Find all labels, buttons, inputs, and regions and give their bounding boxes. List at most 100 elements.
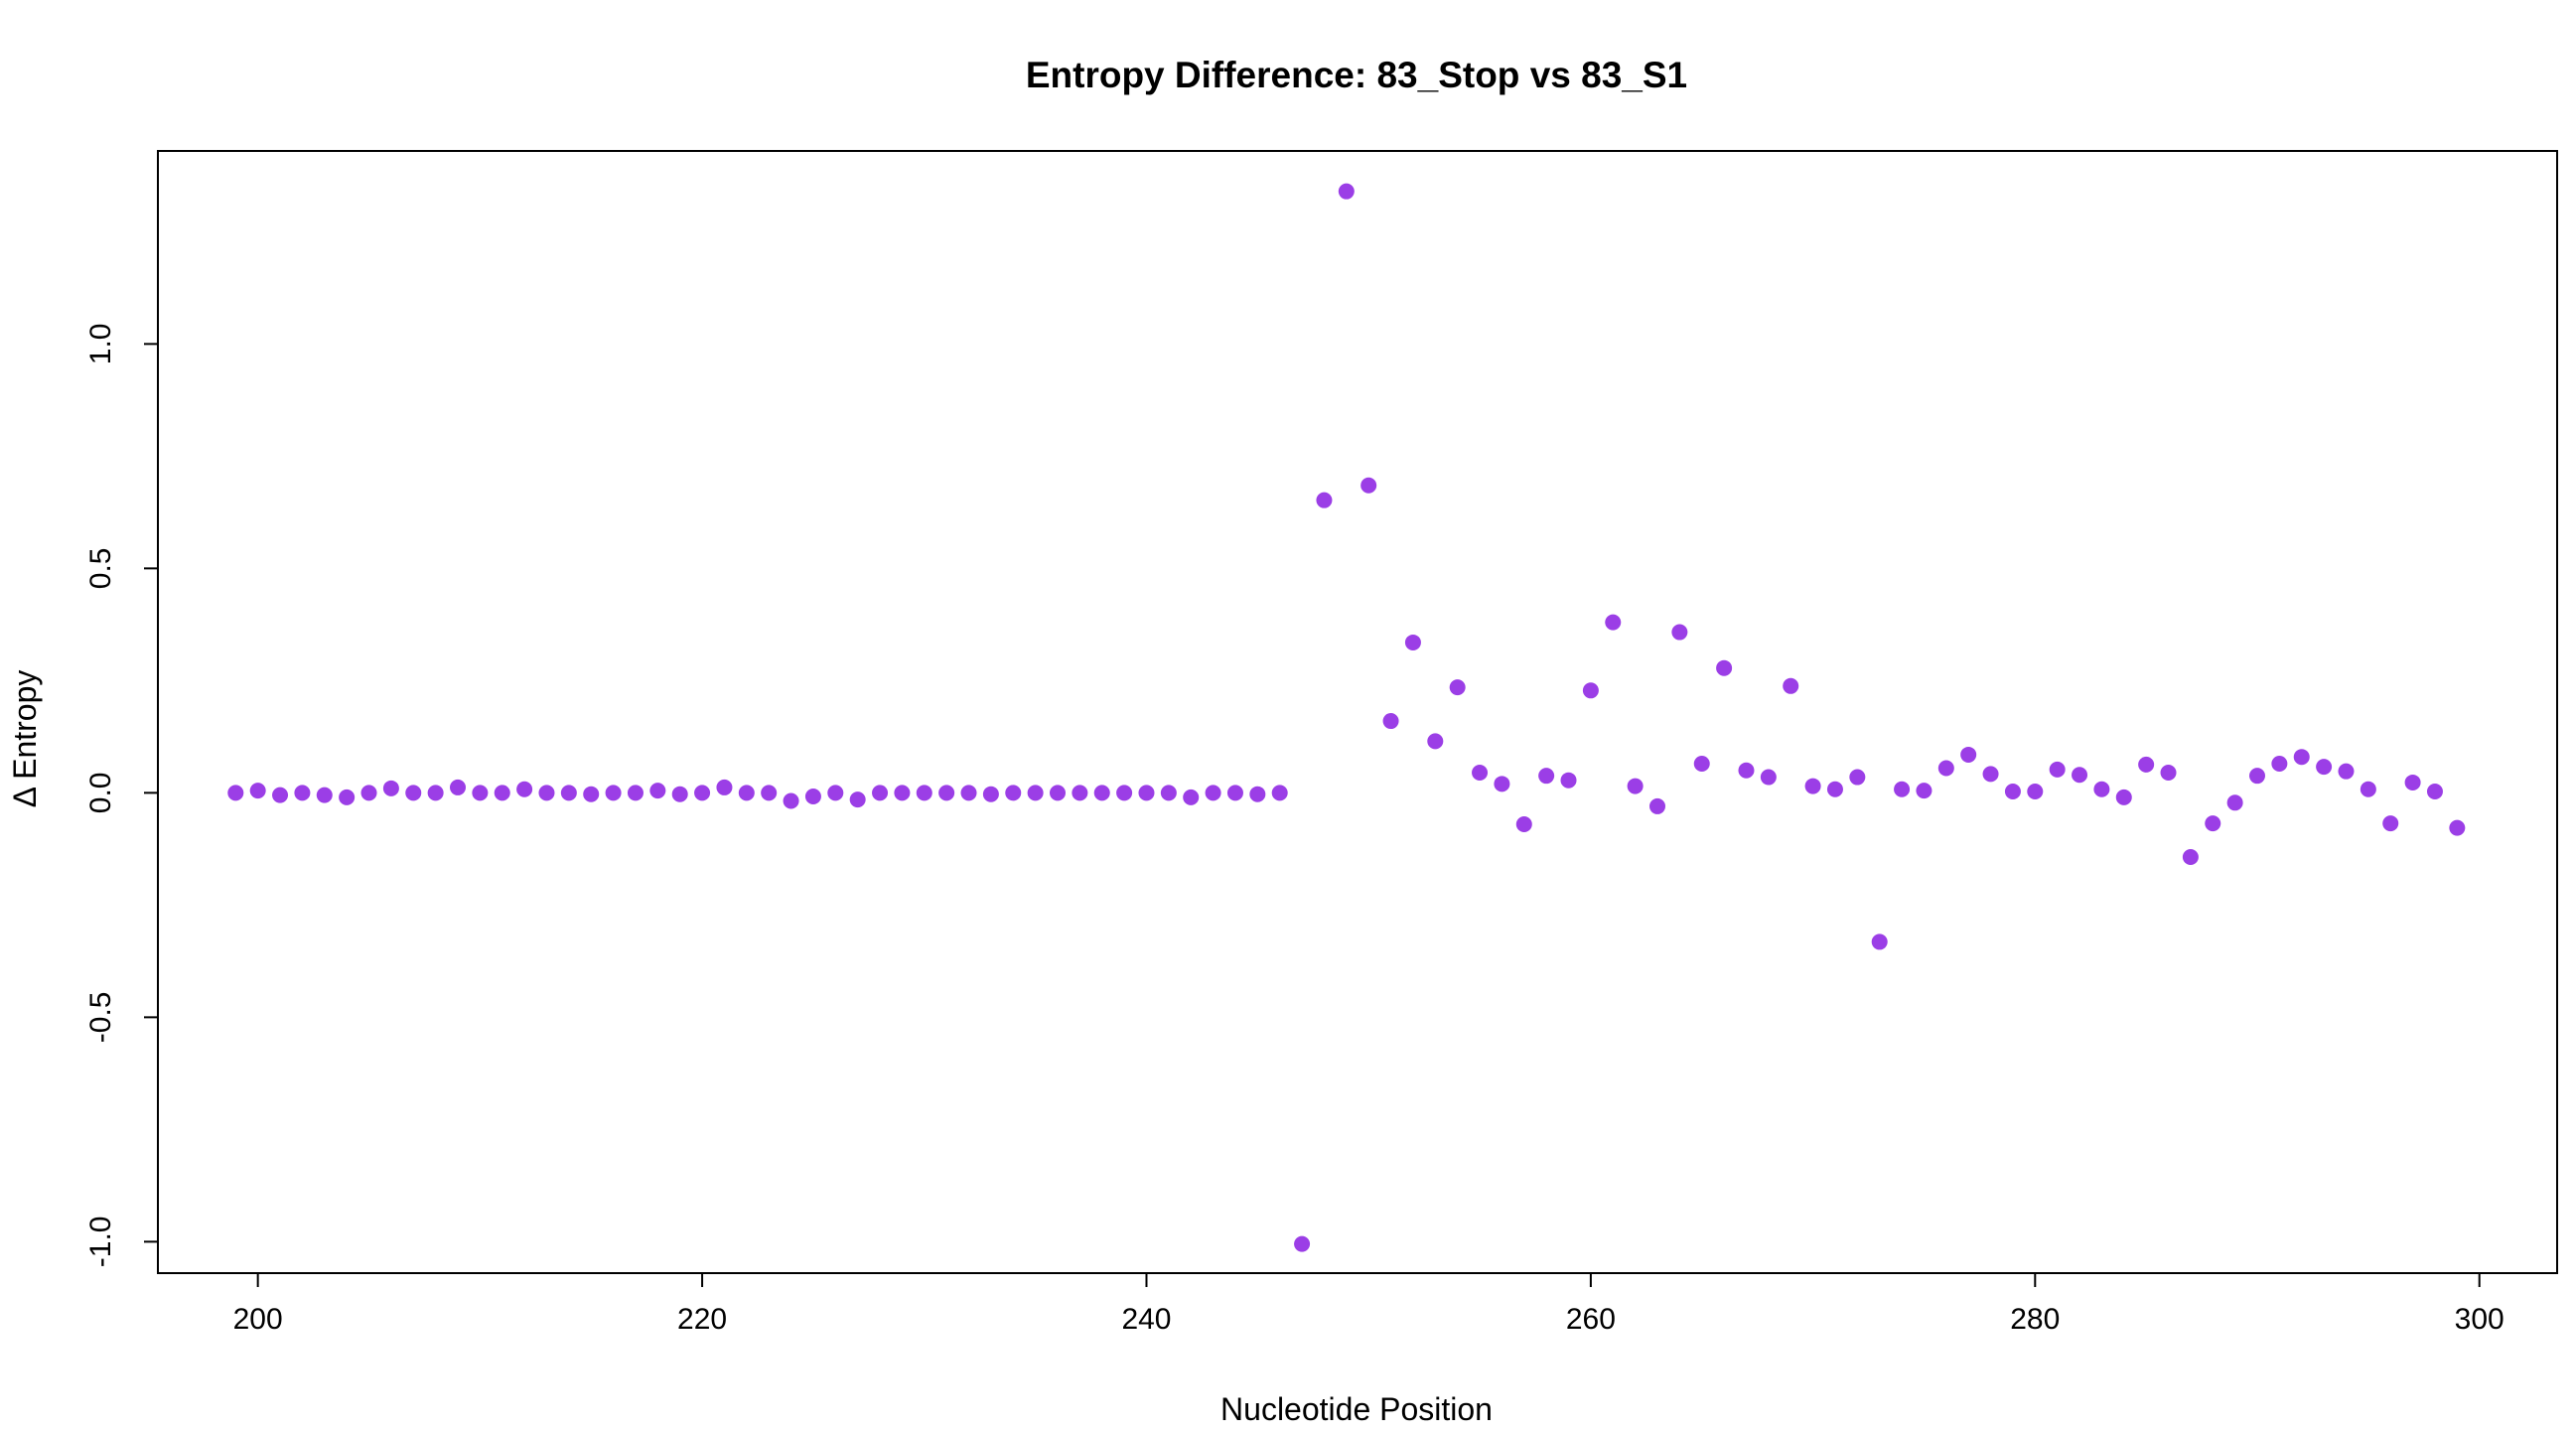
data-point: [1960, 746, 1977, 763]
x-tick-label: 240: [1121, 1303, 1171, 1336]
data-point: [2271, 755, 2288, 772]
data-point: [1871, 933, 1888, 950]
x-tick-label: 200: [233, 1303, 283, 1336]
data-points: [227, 183, 2466, 1252]
x-axis-label: Nucleotide Position: [1220, 1391, 1493, 1427]
data-point: [339, 789, 356, 805]
data-point: [2093, 781, 2110, 797]
x-tick-label: 220: [677, 1303, 727, 1336]
data-point: [849, 791, 866, 808]
data-point: [2027, 784, 2044, 800]
data-point: [716, 779, 733, 795]
y-axis-label: Δ Entropy: [7, 670, 43, 808]
data-point: [1427, 733, 1444, 750]
data-point: [2249, 768, 2265, 785]
data-point: [494, 785, 510, 801]
data-point: [249, 783, 266, 799]
data-point: [2293, 749, 2310, 766]
data-point: [1538, 768, 1555, 785]
data-point: [1982, 766, 1999, 783]
data-point: [2316, 759, 2333, 776]
data-point: [450, 779, 466, 795]
data-point: [472, 785, 489, 801]
data-point: [2338, 763, 2355, 780]
data-point: [1050, 785, 1066, 801]
data-point: [1494, 776, 1510, 792]
data-point: [2072, 767, 2088, 784]
data-point: [2382, 815, 2399, 832]
data-point: [894, 785, 911, 801]
data-point: [649, 783, 666, 799]
data-point: [294, 785, 311, 801]
data-point: [2360, 781, 2376, 797]
y-axis: -1.0 -0.5 0.0 0.5 1.0: [84, 324, 159, 1268]
data-point: [1582, 682, 1599, 699]
data-point: [2138, 756, 2155, 773]
data-point: [761, 785, 778, 801]
y-tick-label: -0.5: [84, 992, 117, 1044]
data-point: [2182, 848, 2199, 865]
data-point: [1760, 769, 1777, 786]
data-point: [1005, 785, 1022, 801]
y-tick-label: 0.5: [84, 548, 117, 590]
data-point: [1783, 677, 1799, 694]
data-point: [1271, 785, 1288, 801]
data-point: [1027, 785, 1044, 801]
data-point: [272, 787, 289, 803]
y-tick-label: 0.0: [84, 773, 117, 814]
data-point: [2404, 774, 2421, 790]
x-tick-label: 260: [1566, 1303, 1616, 1336]
data-point: [1183, 789, 1200, 805]
data-point: [1093, 785, 1110, 801]
data-point: [1826, 781, 1843, 797]
data-point: [360, 785, 377, 801]
data-point: [671, 786, 688, 802]
data-point: [872, 785, 889, 801]
data-point: [938, 785, 955, 801]
data-point: [1294, 1235, 1311, 1252]
data-point: [2426, 784, 2443, 800]
data-point: [1449, 679, 1466, 696]
data-point: [627, 785, 644, 801]
data-point: [2160, 765, 2177, 782]
data-point: [1716, 659, 1733, 676]
data-point: [1382, 713, 1399, 730]
data-point: [605, 785, 622, 801]
data-point: [1738, 762, 1755, 779]
data-point: [427, 785, 444, 801]
data-point: [1605, 614, 1622, 631]
data-point: [694, 785, 711, 801]
data-point: [2004, 784, 2021, 800]
data-point: [738, 785, 755, 801]
data-point: [538, 785, 555, 801]
data-point: [1360, 477, 1377, 494]
data-point: [1160, 785, 1177, 801]
x-tick-label: 300: [2455, 1303, 2504, 1336]
y-tick-label: -1.0: [84, 1217, 117, 1268]
data-point: [1472, 765, 1489, 782]
data-point: [516, 781, 533, 797]
data-point: [382, 780, 399, 796]
data-point: [827, 785, 844, 801]
plot-frame: [157, 150, 2558, 1274]
data-point: [1560, 772, 1577, 789]
data-point: [1316, 492, 1333, 508]
data-point: [1515, 816, 1532, 832]
data-point: [1138, 785, 1155, 801]
data-point: [1649, 797, 1665, 814]
data-point: [583, 786, 600, 802]
x-axis: 200 220 240 260 280 300: [233, 1272, 2504, 1336]
data-point: [405, 785, 422, 801]
data-point: [2226, 794, 2243, 811]
data-point: [1916, 783, 1932, 799]
data-point: [804, 788, 821, 804]
chart-title: Entropy Difference: 83_Stop vs 83_S1: [1026, 55, 1687, 95]
data-point: [227, 785, 244, 801]
data-point: [960, 785, 977, 801]
data-point: [2449, 819, 2466, 836]
data-point: [1116, 785, 1133, 801]
data-point: [1627, 778, 1644, 794]
data-point: [2049, 761, 2066, 778]
